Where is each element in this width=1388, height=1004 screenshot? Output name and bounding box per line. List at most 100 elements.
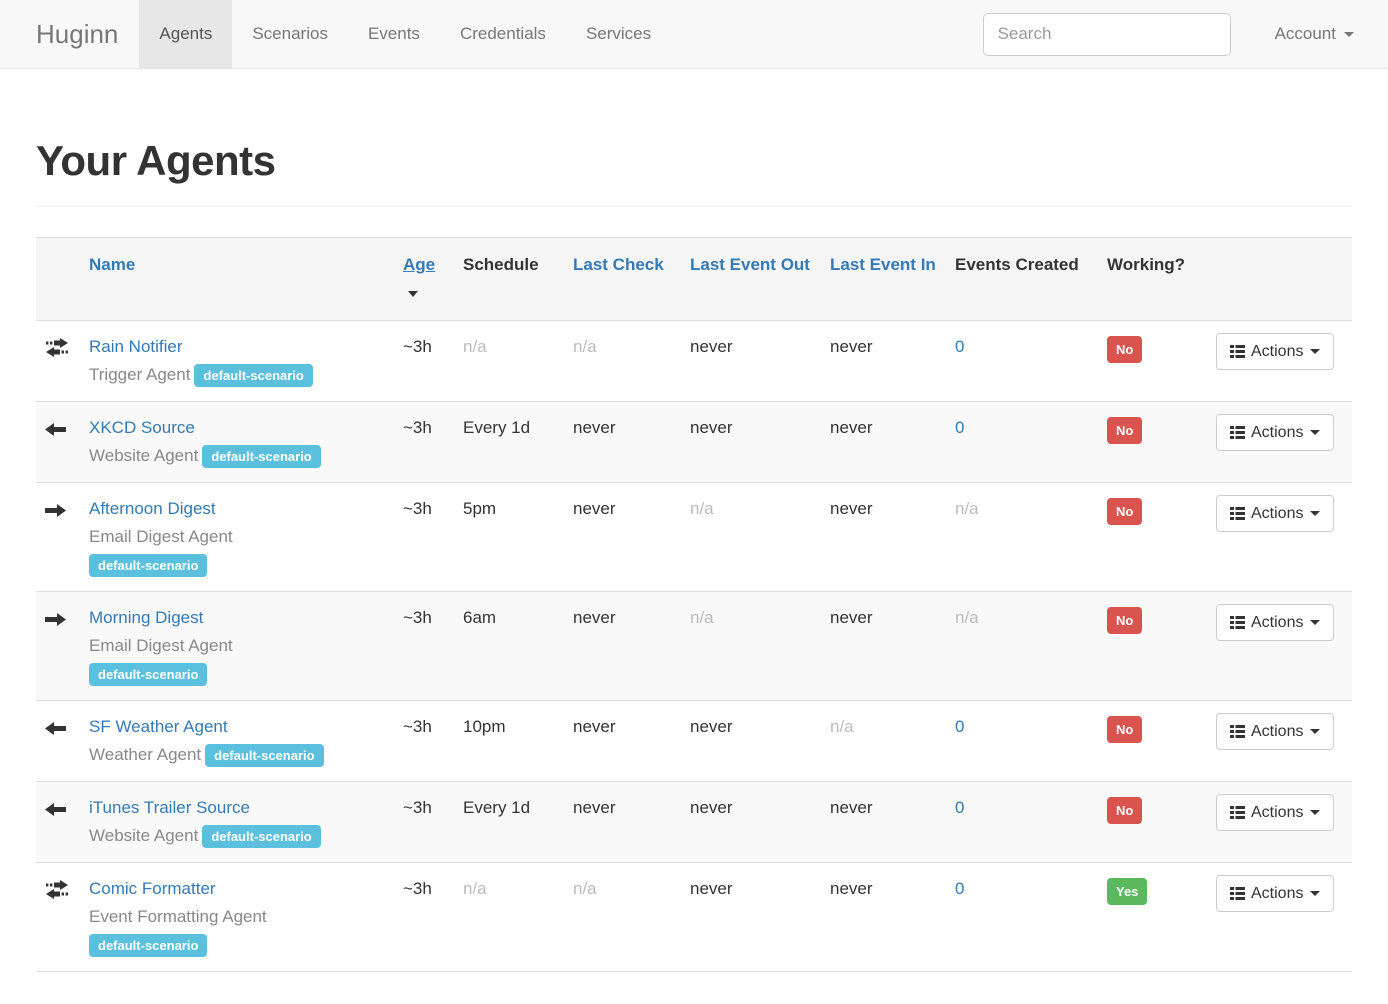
schedule-cell: 6am [455, 592, 565, 701]
actions-button[interactable]: Actions [1216, 495, 1334, 532]
actions-button[interactable]: Actions [1216, 713, 1334, 750]
actions-button[interactable]: Actions [1216, 414, 1334, 451]
transfer-arrows-icon [44, 879, 70, 909]
account-dropdown[interactable]: Account [1231, 0, 1388, 68]
actions-button-label: Actions [1251, 505, 1303, 523]
last-check-cell: never [565, 402, 682, 483]
sort-by-last-check[interactable]: Last Check [573, 255, 664, 274]
scenario-badge[interactable]: default-scenario [194, 364, 312, 387]
actions-button[interactable]: Actions [1216, 604, 1334, 641]
chevron-down-icon [1310, 891, 1320, 896]
sort-by-name[interactable]: Name [89, 255, 135, 274]
brand-label: Huginn [36, 19, 118, 50]
chevron-down-icon [1310, 511, 1320, 516]
age-cell: ~3h [395, 782, 455, 863]
header-working: Working? [1099, 238, 1208, 321]
actions-button[interactable]: Actions [1216, 333, 1334, 370]
working-badge: No [1107, 716, 1142, 743]
last-event-out-cell: n/a [682, 483, 822, 592]
last-event-out-cell: never [682, 701, 822, 782]
chevron-down-icon [1310, 430, 1320, 435]
nav-item-label: Credentials [460, 24, 546, 44]
nav-item-events[interactable]: Events [348, 0, 440, 68]
agent-name-link[interactable]: Rain Notifier [89, 333, 351, 361]
navbar: Huginn Agents Scenarios Events Credentia… [0, 0, 1388, 69]
sort-by-age[interactable]: Age [403, 255, 435, 274]
arrow-left-icon [44, 798, 67, 826]
nav-item-scenarios[interactable]: Scenarios [232, 0, 348, 68]
last-event-in-cell: never [822, 321, 947, 402]
agent-name-link[interactable]: Afternoon Digest [89, 495, 351, 523]
age-cell: ~3h [395, 863, 455, 972]
header-name: Name [81, 238, 395, 321]
events-created-link[interactable]: 0 [955, 798, 964, 817]
agent-name-link[interactable]: Morning Digest [89, 604, 351, 632]
scenario-badge[interactable]: default-scenario [89, 554, 207, 577]
working-badge: No [1107, 336, 1142, 363]
list-icon [1230, 725, 1245, 738]
last-check-cell: n/a [565, 863, 682, 972]
table-row: iTunes Trailer Source Website Agentdefau… [36, 782, 1352, 863]
last-event-out-cell: never [682, 863, 822, 972]
events-created-link[interactable]: 0 [955, 337, 964, 356]
sort-by-last-event-in[interactable]: Last Event In [830, 255, 936, 274]
agent-type-label: Weather Agent [89, 745, 201, 764]
scenario-badge[interactable]: default-scenario [89, 934, 207, 957]
agent-type-label: Email Digest Agent [89, 636, 233, 655]
events-created-link: n/a [955, 608, 979, 627]
nav-item-label: Agents [159, 24, 212, 44]
brand-logo[interactable]: Huginn [0, 0, 139, 68]
last-check-cell: never [565, 701, 682, 782]
schedule-cell: n/a [455, 321, 565, 402]
chevron-down-icon [1310, 810, 1320, 815]
scenario-badge[interactable]: default-scenario [202, 445, 320, 468]
actions-button[interactable]: Actions [1216, 875, 1334, 912]
nav-item-services[interactable]: Services [566, 0, 671, 68]
list-icon [1230, 806, 1245, 819]
age-cell: ~3h [395, 402, 455, 483]
last-event-out-cell: n/a [682, 592, 822, 701]
arrow-left-icon [44, 717, 67, 745]
last-check-cell: never [565, 483, 682, 592]
last-check-cell: never [565, 782, 682, 863]
header-last-event-out: Last Event Out [682, 238, 822, 321]
arrow-right-icon [44, 608, 67, 636]
chevron-down-icon [1310, 349, 1320, 354]
scenario-badge[interactable]: default-scenario [89, 663, 207, 686]
schedule-cell: Every 1d [455, 782, 565, 863]
last-check-cell: never [565, 592, 682, 701]
agent-name-link[interactable]: iTunes Trailer Source [89, 794, 351, 822]
events-created-link[interactable]: 0 [955, 418, 964, 437]
table-row: SF Weather Agent Weather Agentdefault-sc… [36, 701, 1352, 782]
events-created-link[interactable]: 0 [955, 879, 964, 898]
page-title: Your Agents [36, 137, 1352, 185]
agent-name-link[interactable]: SF Weather Agent [89, 713, 351, 741]
actions-button-label: Actions [1251, 424, 1303, 442]
scenario-badge[interactable]: default-scenario [205, 744, 323, 767]
last-event-in-cell: never [822, 402, 947, 483]
table-row: Morning Digest Email Digest Agent default… [36, 592, 1352, 701]
actions-button-label: Actions [1251, 723, 1303, 741]
actions-button[interactable]: Actions [1216, 794, 1334, 831]
scenario-badge[interactable]: default-scenario [202, 825, 320, 848]
nav-item-credentials[interactable]: Credentials [440, 0, 566, 68]
last-event-in-cell: never [822, 782, 947, 863]
list-icon [1230, 887, 1245, 900]
search-input[interactable] [983, 13, 1231, 56]
agent-type-label: Website Agent [89, 446, 198, 465]
schedule-cell: Every 1d [455, 402, 565, 483]
nav-item-agents[interactable]: Agents [139, 0, 232, 68]
schedule-cell: 5pm [455, 483, 565, 592]
header-last-event-in: Last Event In [822, 238, 947, 321]
header-schedule: Schedule [455, 238, 565, 321]
agent-name-link[interactable]: XKCD Source [89, 414, 351, 442]
agent-name-link[interactable]: Comic Formatter [89, 875, 351, 903]
agent-type-label: Email Digest Agent [89, 527, 233, 546]
sort-by-last-event-out[interactable]: Last Event Out [690, 255, 810, 274]
age-cell: ~3h [395, 483, 455, 592]
working-badge: No [1107, 797, 1142, 824]
events-created-link[interactable]: 0 [955, 717, 964, 736]
table-row: XKCD Source Website Agentdefault-scenari… [36, 402, 1352, 483]
arrow-right-icon [44, 499, 67, 527]
list-icon [1230, 426, 1245, 439]
